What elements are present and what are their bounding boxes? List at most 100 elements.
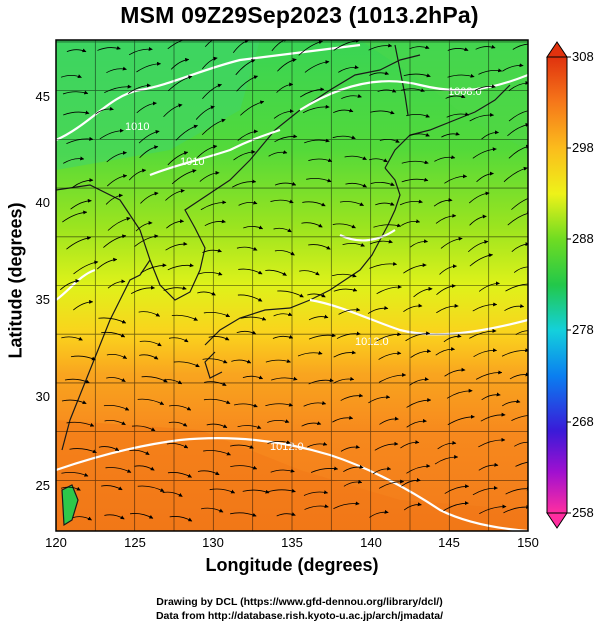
streamline: [165, 188, 185, 201]
streamline: [304, 504, 329, 510]
streamline: [370, 182, 395, 186]
x-tick-label: 145: [438, 535, 460, 550]
streamline: [136, 101, 157, 114]
streamline: [378, 372, 407, 383]
colorbar-tick-label: 258: [572, 505, 594, 520]
streamline: [308, 314, 329, 321]
streamline: [333, 350, 356, 358]
streamline: [333, 376, 355, 384]
streamline: [233, 403, 258, 408]
streamline: [274, 250, 295, 256]
streamline: [274, 134, 298, 143]
streamline: [508, 108, 528, 122]
streamline: [378, 351, 402, 360]
streamline: [377, 88, 397, 93]
streamline: [297, 351, 323, 357]
streamline: [195, 105, 215, 120]
streamline: [72, 516, 92, 521]
streamline: [478, 68, 503, 75]
streamline: [304, 60, 330, 73]
streamline: [204, 381, 227, 386]
x-tick-label: 140: [360, 535, 382, 550]
y-tick-label: 30: [35, 389, 50, 404]
isobar-label-1010-a: 1010: [125, 121, 149, 133]
streamline: [515, 330, 528, 335]
streamline: [236, 75, 258, 92]
streamline: [413, 286, 433, 298]
streamline: [202, 358, 228, 364]
streamline: [433, 197, 453, 207]
streamline: [165, 241, 188, 251]
streamline: [240, 316, 267, 321]
colorbar-max-arrow: [546, 41, 568, 58]
streamline: [332, 223, 356, 229]
streamline: [343, 479, 363, 487]
streamline: [162, 491, 183, 497]
streamline: [163, 103, 183, 118]
streamline: [333, 501, 360, 509]
streamline: [409, 132, 430, 137]
streamline: [379, 416, 399, 425]
streamline: [406, 418, 427, 428]
streamline: [168, 421, 188, 427]
streamline: [129, 449, 150, 456]
streamline: [374, 441, 399, 451]
streamline: [103, 234, 127, 248]
streamline: [139, 354, 159, 360]
streamline: [473, 348, 498, 358]
streamline: [197, 470, 220, 476]
streamline: [277, 290, 304, 298]
streamline: [268, 150, 288, 157]
isobar-label-1012-b: 1012.0: [270, 441, 304, 453]
streamline: [99, 128, 124, 140]
y-tick-label: 35: [35, 292, 50, 307]
isobar-label-1010-b: 1010: [180, 156, 204, 168]
streamline: [409, 377, 429, 386]
streamline: [98, 446, 120, 452]
streamline: [434, 155, 456, 162]
streamline: [136, 61, 162, 73]
streamline: [138, 311, 161, 317]
drawing-credit: Drawing by DCL (https://www.gfd-dennou.o…: [156, 596, 443, 608]
streamline: [273, 227, 292, 233]
streamline: [277, 58, 297, 72]
colorbar-tick-label: 308: [572, 49, 594, 64]
streamline: [445, 94, 466, 99]
streamline: [131, 425, 156, 432]
streamline: [267, 419, 290, 423]
streamline: [60, 74, 82, 78]
streamline: [167, 40, 192, 50]
streamline: [106, 353, 128, 359]
streamline: [134, 234, 159, 247]
streamline: [265, 359, 291, 363]
streamline: [345, 182, 367, 188]
streamline: [435, 213, 457, 224]
streamline: [304, 138, 330, 144]
streamline: [370, 110, 395, 115]
streamline: [410, 349, 432, 358]
streamline: [96, 257, 118, 270]
x-axis-label: Longitude (degrees): [205, 555, 379, 575]
streamline: [135, 220, 153, 232]
streamline: [63, 156, 85, 164]
streamline: [468, 191, 490, 204]
streamline: [106, 174, 128, 187]
streamline: [63, 110, 90, 116]
streamline: [435, 346, 456, 356]
streamline: [406, 113, 430, 118]
streamline: [203, 311, 231, 318]
streamline: [440, 236, 463, 249]
streamline: [61, 336, 83, 341]
colorbar-tick-label: 288: [572, 231, 594, 246]
streamline: [340, 393, 364, 401]
streamline: [236, 246, 258, 251]
streamline: [301, 421, 322, 427]
streamline: [106, 66, 127, 74]
streamline: [231, 359, 252, 364]
streamline: [105, 193, 123, 205]
streamline: [202, 83, 222, 99]
streamline: [409, 239, 428, 248]
streamline: [515, 461, 528, 467]
streamline: [469, 253, 494, 267]
streamline: [163, 286, 187, 291]
